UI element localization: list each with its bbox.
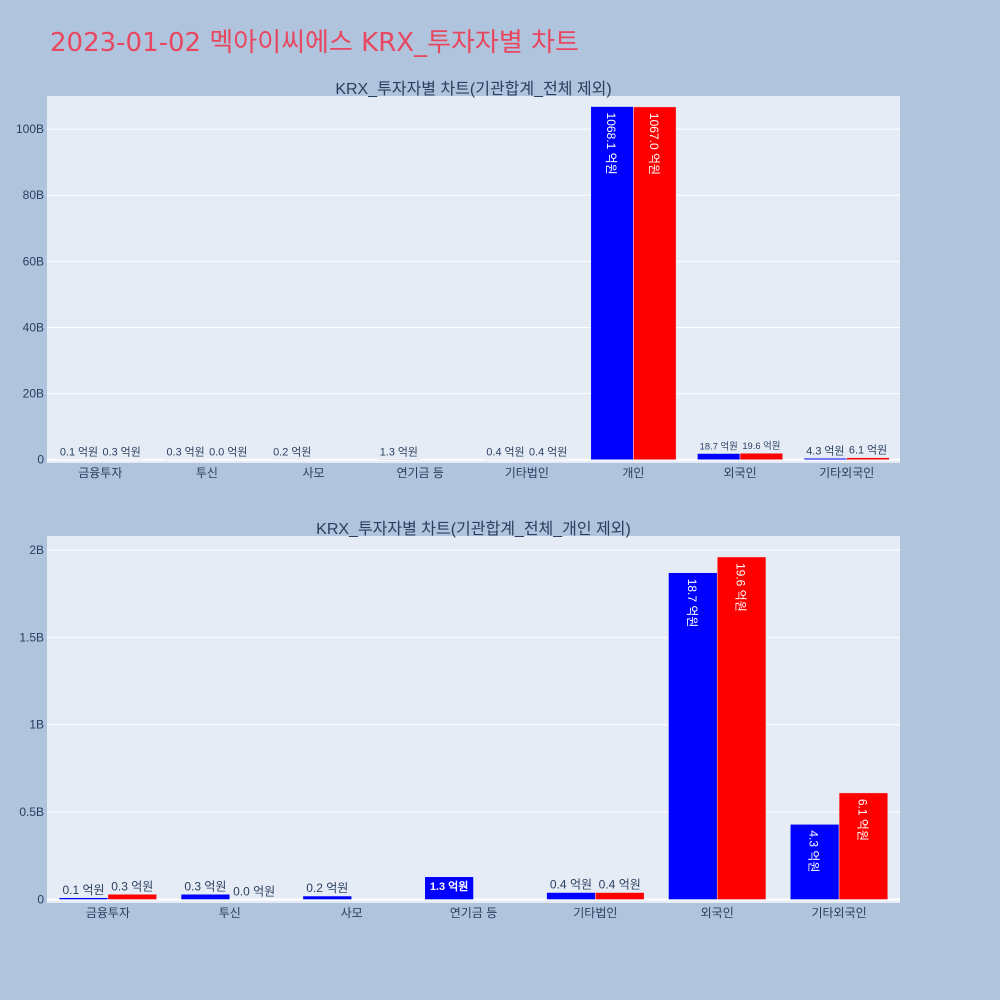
bar (180, 894, 231, 900)
data-label: 0.3 억원 (111, 879, 153, 893)
y-tick-label: 100B (16, 122, 44, 136)
data-label: 0.3 억원 (167, 446, 205, 459)
bar (58, 897, 109, 900)
data-label: 1.3 억원 (380, 445, 418, 458)
data-label: 18.7 억원 (700, 441, 738, 452)
page-title: 2023-01-02 멕아이씨에스 KRX_투자자별 차트 (50, 28, 579, 58)
bar (107, 894, 157, 900)
y-tick-label: 60B (23, 254, 44, 268)
bar (302, 895, 352, 900)
data-label: 0.4 억원 (486, 446, 524, 459)
bar (668, 572, 718, 900)
x-tick-label: 연기금 등 (396, 466, 444, 480)
data-label: 1068.1 억원 (604, 113, 618, 175)
bar (716, 556, 767, 900)
data-label: 19.6 억원 (734, 563, 748, 612)
data-label: 0.2 억원 (273, 446, 311, 459)
data-label: 0.3 억원 (184, 879, 226, 893)
data-label: 0.1 억원 (60, 446, 98, 459)
y-tick-label: 1B (29, 718, 44, 732)
x-tick-label: 기타외국인 (811, 906, 866, 920)
x-tick-label: 사모 (341, 906, 363, 920)
y-tick-label: 0 (37, 453, 44, 467)
y-tick-label: 2B (29, 543, 44, 557)
data-label: 0.1 억원 (63, 883, 105, 897)
x-tick-label: 외국인 (701, 906, 734, 920)
x-tick-label: 연기금 등 (450, 906, 498, 920)
data-label: 19.6 억원 (742, 440, 780, 451)
bar (595, 892, 645, 900)
plot-area (47, 536, 900, 903)
chart-title: KRX_투자자별 차트(기관합계_전체_개인 제외) (316, 520, 631, 538)
bar (424, 876, 474, 900)
y-tick-label: 0.5B (19, 805, 44, 819)
y-tick-label: 40B (23, 320, 44, 334)
bar (633, 106, 677, 460)
data-label: 1.3 억원 (430, 879, 469, 893)
bar (697, 453, 741, 460)
data-label: 0.4 억원 (599, 878, 641, 892)
x-tick-label: 외국인 (724, 466, 757, 480)
x-tick-label: 투신 (196, 466, 218, 480)
x-tick-label: 기타외국인 (819, 466, 874, 480)
data-label: 4.3 억원 (806, 444, 844, 457)
data-label: 4.3 억원 (807, 830, 821, 872)
x-tick-label: 기타법인 (505, 466, 549, 480)
bar (739, 452, 783, 460)
bar (546, 892, 596, 900)
bar (846, 457, 890, 460)
data-label: 0.2 억원 (306, 881, 348, 895)
x-tick-label: 기타법인 (573, 906, 617, 920)
chart-title: KRX_투자자별 차트(기관합계_전체 제외) (335, 80, 611, 98)
data-label: 0.4 억원 (550, 878, 592, 892)
data-label: 6.1 억원 (855, 799, 869, 841)
x-tick-label: 금융투자 (78, 466, 122, 480)
x-tick-label: 개인 (622, 466, 644, 480)
y-tick-label: 20B (23, 387, 44, 401)
data-label: 1067.0 억원 (647, 113, 661, 175)
y-tick-label: 1.5B (19, 630, 44, 644)
top-bar-chart: KRX_투자자별 차트(기관합계_전체 제외) 0 20B 40B 60B 80B 100B… (16, 80, 900, 480)
x-tick-label: 금융투자 (86, 906, 130, 920)
data-label: 18.7 억원 (685, 579, 699, 628)
y-tick-label: 80B (23, 188, 44, 202)
bar (803, 458, 847, 460)
bottom-bar-chart: KRX_투자자별 차트(기관합계_전체_개인 제외) 0 0.5B 1B 1.5B 2B 금… (19, 520, 900, 920)
y-tick-label: 0 (37, 893, 44, 907)
x-tick-label: 사모 (303, 466, 325, 480)
x-tick-label: 투신 (219, 906, 241, 920)
plot-area (47, 96, 900, 463)
data-label: 0.4 억원 (529, 446, 567, 459)
data-label: 0.0 억원 (209, 446, 247, 459)
data-label: 6.1 억원 (849, 444, 887, 457)
bar (838, 792, 889, 900)
data-label: 0.0 억원 (233, 885, 275, 899)
data-label: 0.3 억원 (103, 446, 141, 459)
